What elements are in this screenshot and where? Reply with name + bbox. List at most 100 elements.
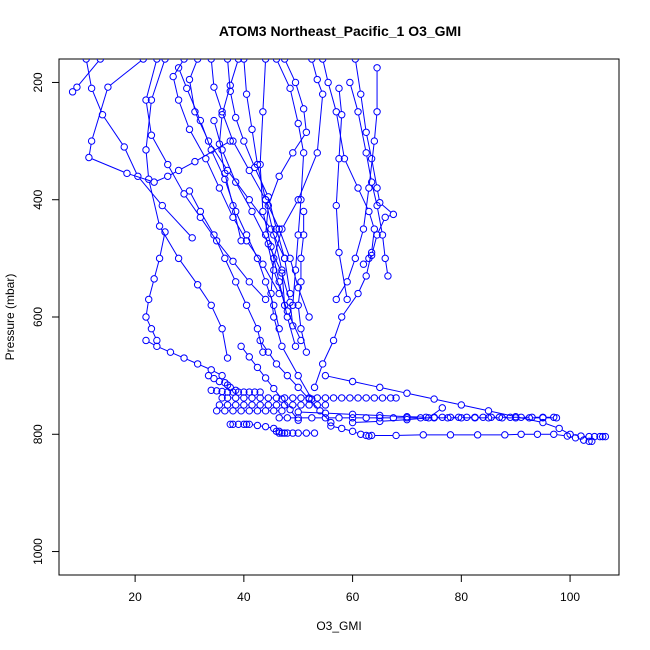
- data-point: [87, 137, 96, 145]
- series-segment: [278, 365, 286, 374]
- series-segment: [154, 261, 160, 276]
- data-point: [218, 108, 226, 116]
- series-10: [207, 59, 313, 321]
- data-point: [218, 111, 226, 119]
- data-point: [376, 417, 384, 426]
- data-point: [174, 166, 183, 175]
- data-point: [354, 184, 362, 192]
- series-segment: [185, 196, 199, 215]
- data-point: [302, 429, 311, 437]
- series-segment: [173, 79, 179, 98]
- x-axis: 20 40 60 80 100: [128, 574, 580, 604]
- data-point: [376, 383, 384, 392]
- data-point: [142, 313, 150, 321]
- data-point: [299, 149, 308, 157]
- data-point: [346, 78, 354, 87]
- data-point: [294, 283, 302, 292]
- series-segment: [355, 381, 377, 388]
- data-point: [354, 394, 362, 402]
- series-segment: [247, 307, 257, 327]
- data-point: [525, 414, 533, 422]
- series-segment: [236, 214, 246, 233]
- data-point: [161, 228, 169, 236]
- data-point: [517, 430, 525, 438]
- data-point: [251, 388, 259, 396]
- series-segment: [298, 308, 302, 326]
- series-segment: [382, 415, 404, 418]
- data-point: [240, 420, 248, 429]
- data-point: [354, 289, 362, 298]
- data-point: [207, 59, 215, 63]
- data-point: [221, 175, 229, 183]
- data-point: [150, 275, 158, 283]
- data-point: [240, 394, 248, 402]
- series-19: [351, 59, 398, 268]
- series-segment: [437, 399, 459, 405]
- series-segment: [244, 143, 254, 165]
- series-segment: [294, 134, 306, 151]
- series-segment: [280, 155, 292, 174]
- data-point: [278, 266, 286, 274]
- series-segment: [377, 191, 380, 200]
- series-segment: [259, 114, 264, 162]
- data-point: [264, 201, 273, 210]
- data-point: [362, 414, 370, 422]
- series-15: [256, 59, 300, 351]
- data-point: [223, 388, 232, 396]
- series-27: [204, 371, 240, 394]
- data-point: [270, 301, 278, 309]
- series-segment: [334, 319, 342, 338]
- series-segment: [545, 423, 557, 428]
- data-point: [354, 108, 362, 116]
- data-point: [272, 225, 281, 233]
- data-point: [539, 418, 547, 427]
- series-segment: [258, 261, 266, 279]
- data-point: [373, 64, 381, 72]
- series-segment: [274, 319, 282, 344]
- data-point: [242, 420, 251, 429]
- data-point: [511, 412, 520, 421]
- data-point: [142, 96, 150, 104]
- data-point: [403, 412, 411, 421]
- data-point: [253, 325, 262, 333]
- data-point: [272, 401, 281, 409]
- data-point: [335, 248, 343, 257]
- series-33: [294, 408, 558, 421]
- series-segment: [382, 419, 404, 422]
- series-segment: [268, 199, 277, 227]
- data-point: [305, 313, 313, 321]
- data-point: [291, 342, 300, 351]
- data-point: [348, 377, 357, 386]
- series-segment: [298, 155, 317, 197]
- data-point: [291, 266, 300, 274]
- data-point: [302, 128, 311, 136]
- series-segment: [219, 147, 225, 171]
- data-point: [207, 386, 215, 394]
- data-point: [240, 137, 248, 145]
- data-point: [362, 272, 370, 280]
- data-point: [338, 424, 346, 433]
- series-segment: [103, 117, 123, 145]
- series-segment: [371, 237, 377, 253]
- data-point: [275, 278, 283, 286]
- data-point: [348, 427, 357, 436]
- data-point: [164, 172, 172, 180]
- series-segment: [222, 114, 233, 139]
- data-point: [517, 413, 525, 421]
- data-point: [299, 207, 308, 216]
- series-36: [367, 430, 596, 446]
- series-segment: [233, 208, 241, 238]
- data-point: [193, 281, 202, 289]
- data-point: [286, 298, 294, 307]
- data-point: [261, 407, 270, 415]
- series-segment: [253, 214, 268, 242]
- series-segment: [276, 231, 285, 256]
- data-point: [430, 395, 438, 403]
- data-point: [297, 394, 305, 402]
- series-layer: [68, 59, 610, 446]
- series-segment: [211, 62, 215, 85]
- data-point: [270, 384, 278, 393]
- data-point: [278, 269, 286, 277]
- data-point: [202, 154, 210, 163]
- series-segment: [146, 61, 157, 98]
